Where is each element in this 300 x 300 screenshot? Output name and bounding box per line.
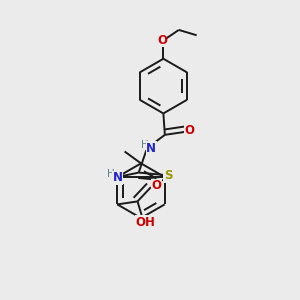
Text: S: S xyxy=(164,169,172,182)
Text: OH: OH xyxy=(135,216,155,229)
Text: O: O xyxy=(151,179,161,193)
Text: H: H xyxy=(141,140,149,150)
Text: N: N xyxy=(113,171,123,184)
Text: H: H xyxy=(107,169,115,179)
Text: O: O xyxy=(157,34,167,47)
Text: O: O xyxy=(185,124,195,137)
Text: N: N xyxy=(146,142,156,155)
